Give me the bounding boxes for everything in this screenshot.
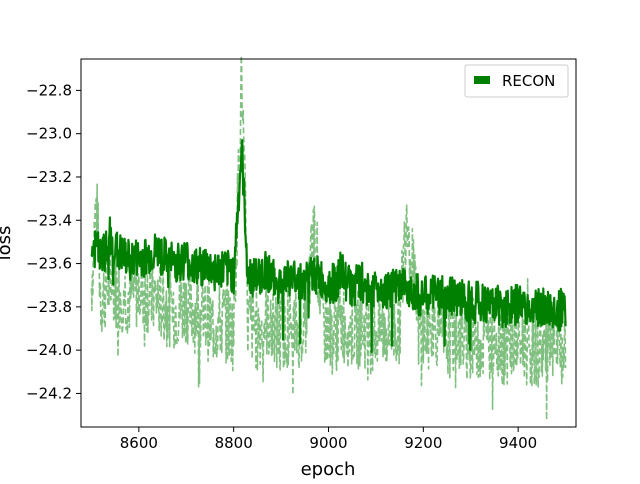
- y-tick-label: −23.8: [26, 298, 72, 316]
- y-axis: −22.8 −23.0 −23.2 −23.4 −23.6 −23.8 −24.0 −24.2: [26, 81, 81, 402]
- x-tick-label: 8600: [120, 434, 158, 452]
- legend-swatch-recon: [474, 76, 490, 84]
- legend-label-recon: RECON: [502, 72, 555, 90]
- plot-area: [90, 54, 567, 421]
- legend: RECON: [464, 64, 569, 98]
- x-axis: 8600 8800 9000 9200 9400: [120, 427, 537, 452]
- x-tick-label: 9000: [309, 434, 347, 452]
- x-axis-label: epoch: [301, 459, 356, 480]
- y-tick-label: −23.4: [26, 211, 72, 229]
- x-tick-label: 9400: [499, 434, 537, 452]
- series-line-dashed: [90, 54, 567, 421]
- y-tick-label: −23.0: [26, 125, 72, 143]
- x-tick-label: 8800: [215, 434, 253, 452]
- y-tick-label: −23.2: [26, 168, 72, 186]
- y-axis-label: loss: [0, 226, 15, 261]
- series-line-recon: [90, 138, 567, 354]
- y-tick-label: −23.6: [26, 255, 72, 273]
- y-tick-label: −24.0: [26, 341, 72, 359]
- x-tick-label: 9200: [404, 434, 442, 452]
- y-tick-label: −22.8: [26, 81, 72, 99]
- plot-frame: [80, 58, 577, 428]
- y-tick-label: −24.2: [26, 384, 72, 402]
- legend-box: [464, 64, 569, 98]
